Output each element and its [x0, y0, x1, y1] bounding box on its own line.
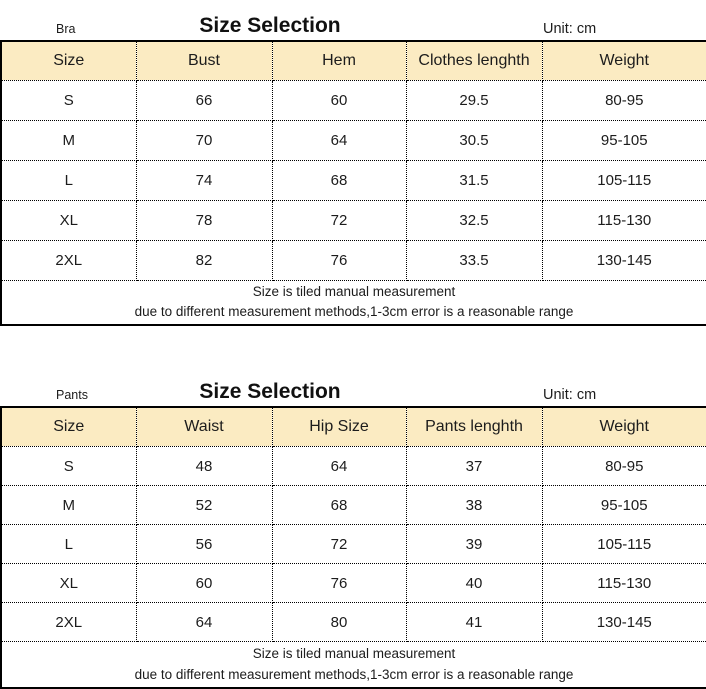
pants-notes-row: Size is tiled manual measurement due to d… — [0, 641, 706, 689]
column-header: Clothes lenghth — [405, 40, 543, 81]
pants-notes-cell: Size is tiled manual measurement due to d… — [0, 641, 706, 689]
category-label-bra: Bra — [56, 22, 76, 36]
value-cell: 68 — [271, 160, 407, 201]
table-row: XL 60 76 40 115-130 — [0, 563, 706, 603]
pants-caption-row: Pants Size Selection Unit: cm — [0, 351, 706, 406]
value-cell: 39 — [405, 524, 543, 564]
table-row: M 70 64 30.5 95-105 — [0, 120, 706, 161]
value-cell: 130-145 — [541, 602, 706, 642]
size-cell: L — [0, 524, 137, 564]
value-cell: 74 — [135, 160, 273, 201]
pants-size-table: Size Waist Hip Size Pants lenghth Weight S 48… — [0, 406, 706, 689]
value-cell: 64 — [135, 602, 273, 642]
value-cell: 80-95 — [541, 80, 706, 121]
value-cell: 60 — [135, 563, 273, 603]
note-line: Size is tiled manual measurement — [252, 284, 456, 299]
value-cell: 64 — [271, 446, 407, 486]
size-cell: XL — [0, 200, 137, 241]
value-cell: 115-130 — [541, 563, 706, 603]
value-cell: 72 — [271, 200, 407, 241]
value-cell: 72 — [271, 524, 407, 564]
value-cell: 64 — [271, 120, 407, 161]
table-row: L 56 72 39 105-115 — [0, 524, 706, 564]
value-cell: 37 — [405, 446, 543, 486]
value-cell: 31.5 — [405, 160, 543, 201]
size-cell: L — [0, 160, 137, 201]
value-cell: 66 — [135, 80, 273, 121]
note-line: Size is tiled manual measurement — [252, 646, 456, 661]
size-cell: S — [0, 80, 137, 121]
table-row: 2XL 64 80 41 130-145 — [0, 602, 706, 642]
size-cell: M — [0, 485, 137, 525]
value-cell: 38 — [405, 485, 543, 525]
value-cell: 95-105 — [541, 120, 706, 161]
column-header: Size — [0, 40, 137, 81]
note-line: due to different measurement methods,1-3… — [134, 667, 574, 682]
pants-header-row: Size Waist Hip Size Pants lenghth Weight — [0, 406, 706, 447]
value-cell: 41 — [405, 602, 543, 642]
bra-size-section: Bra Size Selection Unit: cm Size Bust Hem C… — [0, 0, 706, 326]
size-cell: 2XL — [0, 602, 137, 642]
value-cell: 105-115 — [541, 160, 706, 201]
value-cell: 78 — [135, 200, 273, 241]
table-row: S 66 60 29.5 80-95 — [0, 80, 706, 121]
bra-caption-row: Bra Size Selection Unit: cm — [0, 0, 706, 40]
column-header: Pants lenghth — [405, 406, 543, 447]
table-row: S 48 64 37 80-95 — [0, 446, 706, 486]
value-cell: 29.5 — [405, 80, 543, 121]
column-header: Size — [0, 406, 137, 447]
column-header: Hip Size — [271, 406, 407, 447]
column-header: Hem — [271, 40, 407, 81]
table-row: M 52 68 38 95-105 — [0, 485, 706, 525]
bra-notes-cell: Size is tiled manual measurement due to d… — [0, 280, 706, 326]
note-line: due to different measurement methods,1-3… — [134, 304, 574, 319]
table-row: L 74 68 31.5 105-115 — [0, 160, 706, 201]
column-header: Bust — [135, 40, 273, 81]
value-cell: 82 — [135, 240, 273, 281]
value-cell: 33.5 — [405, 240, 543, 281]
table-row: XL 78 72 32.5 115-130 — [0, 200, 706, 241]
size-cell: S — [0, 446, 137, 486]
size-cell: M — [0, 120, 137, 161]
value-cell: 76 — [271, 240, 407, 281]
value-cell: 115-130 — [541, 200, 706, 241]
value-cell: 32.5 — [405, 200, 543, 241]
value-cell: 30.5 — [405, 120, 543, 161]
size-cell: 2XL — [0, 240, 137, 281]
column-header: Waist — [135, 406, 273, 447]
bra-header-row: Size Bust Hem Clothes lenghth Weight — [0, 40, 706, 81]
unit-label-pants: Unit: cm — [543, 387, 597, 403]
column-header: Weight — [541, 406, 706, 447]
value-cell: 48 — [135, 446, 273, 486]
column-header: Weight — [541, 40, 706, 81]
value-cell: 80-95 — [541, 446, 706, 486]
value-cell: 105-115 — [541, 524, 706, 564]
pants-table-body: S 48 64 37 80-95 M 52 68 38 95-105 L 56 72 39 105-115 X… — [0, 446, 706, 642]
bra-table-body: S 66 60 29.5 80-95 M 70 64 30.5 95-105 L 74 68 31.5 10… — [0, 80, 706, 281]
value-cell: 95-105 — [541, 485, 706, 525]
value-cell: 60 — [271, 80, 407, 121]
table-row: 2XL 82 76 33.5 130-145 — [0, 240, 706, 281]
unit-label-bra: Unit: cm — [543, 21, 597, 37]
category-label-pants: Pants — [56, 388, 88, 402]
value-cell: 52 — [135, 485, 273, 525]
bra-notes-row: Size is tiled manual measurement due to d… — [0, 280, 706, 326]
section-title-pants: Size Selection — [199, 380, 341, 403]
section-title-bra: Size Selection — [199, 14, 341, 37]
value-cell: 40 — [405, 563, 543, 603]
size-cell: XL — [0, 563, 137, 603]
value-cell: 130-145 — [541, 240, 706, 281]
value-cell: 76 — [271, 563, 407, 603]
value-cell: 68 — [271, 485, 407, 525]
value-cell: 80 — [271, 602, 407, 642]
bra-size-table: Size Bust Hem Clothes lenghth Weight S 66 60 29… — [0, 40, 706, 326]
value-cell: 70 — [135, 120, 273, 161]
value-cell: 56 — [135, 524, 273, 564]
pants-size-section: Pants Size Selection Unit: cm Size Waist H… — [0, 351, 706, 689]
